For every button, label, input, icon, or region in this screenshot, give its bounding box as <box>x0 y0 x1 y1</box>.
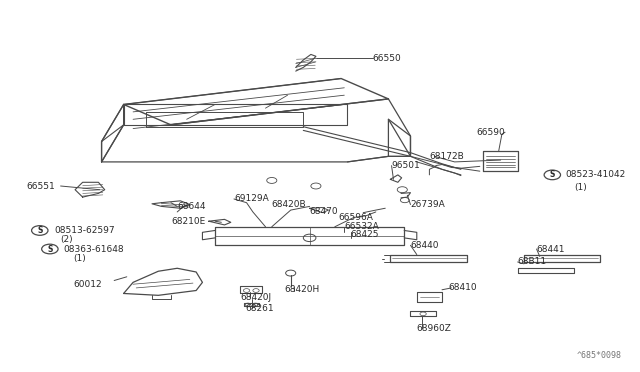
Text: 68440: 68440 <box>410 241 439 250</box>
Text: 68172B: 68172B <box>429 152 464 161</box>
Text: 69129A: 69129A <box>234 195 269 203</box>
Text: (1): (1) <box>574 183 587 192</box>
Text: 66590: 66590 <box>477 128 506 137</box>
Text: 66550: 66550 <box>372 54 401 62</box>
Text: 96501: 96501 <box>392 161 420 170</box>
Text: ^685*0098: ^685*0098 <box>577 351 621 360</box>
Text: 68210E: 68210E <box>171 217 205 226</box>
Text: S: S <box>37 226 42 235</box>
Text: 26739A: 26739A <box>410 200 445 209</box>
Text: 68644: 68644 <box>177 202 205 211</box>
Text: 68470: 68470 <box>310 208 338 217</box>
Text: (1): (1) <box>73 254 86 263</box>
Text: 68420H: 68420H <box>284 285 319 294</box>
Text: 68420J: 68420J <box>240 293 271 302</box>
Text: 68441: 68441 <box>536 244 565 253</box>
Text: 68420B: 68420B <box>272 200 307 209</box>
Text: 08363-61648: 08363-61648 <box>64 244 124 253</box>
Text: 68261: 68261 <box>245 304 274 313</box>
Text: 68B11: 68B11 <box>518 257 547 266</box>
Text: 68410: 68410 <box>448 283 477 292</box>
Text: (2): (2) <box>61 235 73 244</box>
Text: S: S <box>47 244 52 253</box>
Text: 08523-41042: 08523-41042 <box>565 170 625 179</box>
Text: 68960Z: 68960Z <box>417 324 452 333</box>
Text: 66532A: 66532A <box>344 222 379 231</box>
Text: 60012: 60012 <box>73 280 102 289</box>
Text: 68425: 68425 <box>351 230 379 239</box>
Text: S: S <box>550 170 555 179</box>
Text: 08513-62597: 08513-62597 <box>54 226 115 235</box>
Text: 66596A: 66596A <box>338 213 373 222</box>
Text: 66551: 66551 <box>26 182 54 190</box>
